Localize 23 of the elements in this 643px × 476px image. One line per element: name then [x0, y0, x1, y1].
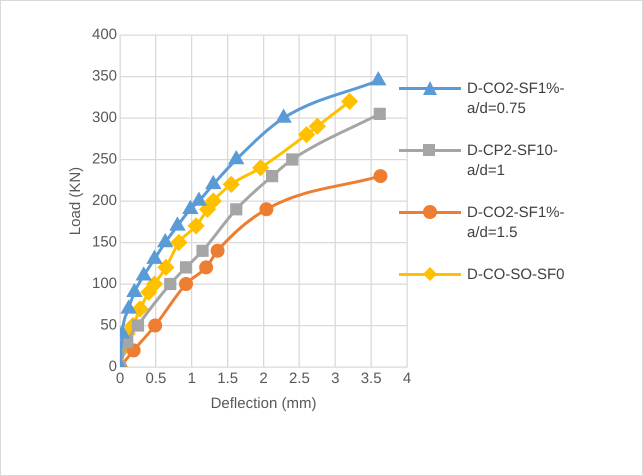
legend-label: D-CO2-SF1%-a/d=1.5: [467, 203, 566, 243]
y-tick-label: 150: [92, 234, 118, 251]
x-axis-title: Deflection (mm): [210, 395, 316, 412]
x-tick-label: 4: [402, 370, 412, 388]
x-tick-label: 3.5: [360, 370, 382, 388]
x-tick-label: 1: [188, 370, 196, 388]
y-tick-label: 50: [100, 316, 118, 334]
legend-label: D-CO-SO-SF0: [467, 265, 566, 285]
legend-label: D-CP2-SF10-a/d=1: [467, 141, 559, 181]
x-tick-label: 3: [331, 370, 340, 388]
x-tick-label: 1.5: [217, 370, 238, 388]
x-tick-label: 2.5: [288, 370, 310, 388]
y-tick-label: 0: [108, 358, 118, 376]
y-tick-label: 100: [92, 275, 118, 292]
y-axis-title: Load (KN): [67, 166, 84, 236]
x-tick-label: 0.5: [145, 370, 166, 388]
y-tick-label: 400: [92, 26, 118, 44]
x-tick-label: 2: [259, 370, 268, 388]
y-tick-label: 350: [92, 68, 118, 85]
y-tick-label: 300: [92, 109, 118, 126]
y-tick-label: 200: [92, 192, 118, 210]
legend-label: D-CO2-SF1%-a/d=0.75: [467, 79, 566, 119]
y-tick-label: 250: [92, 150, 118, 168]
